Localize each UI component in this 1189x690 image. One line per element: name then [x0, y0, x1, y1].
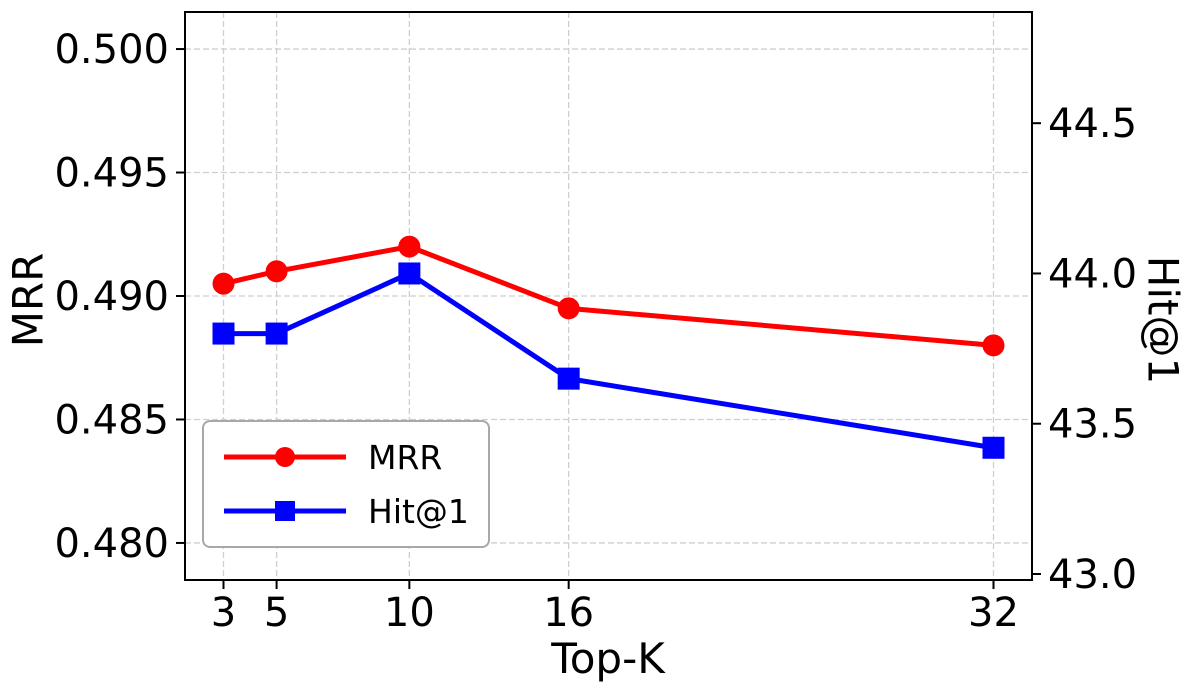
legend-line-circle-icon: [224, 447, 346, 467]
svg-text:0.495: 0.495: [54, 151, 169, 197]
y-axis-label-left: MRR: [3, 252, 53, 348]
svg-text:44.0: 44.0: [1048, 251, 1137, 297]
legend-line-square-icon: [224, 501, 346, 521]
svg-text:44.5: 44.5: [1048, 101, 1137, 147]
legend-entry-hit1: Hit@1: [220, 492, 472, 531]
svg-text:5: 5: [264, 590, 289, 636]
svg-text:43.5: 43.5: [1048, 402, 1137, 448]
svg-text:3: 3: [211, 590, 236, 636]
svg-text:16: 16: [543, 590, 594, 636]
svg-text:0.500: 0.500: [54, 27, 169, 73]
svg-text:10: 10: [384, 590, 435, 636]
svg-text:43.0: 43.0: [1048, 552, 1137, 598]
x-axis-label: Top-K: [551, 634, 665, 683]
legend: MRR Hit@1: [202, 420, 490, 548]
svg-text:0.490: 0.490: [54, 274, 169, 320]
legend-entry-mrr: MRR: [220, 438, 472, 477]
legend-label-hit1: Hit@1: [368, 491, 469, 531]
svg-text:0.480: 0.480: [54, 521, 169, 567]
svg-text:0.485: 0.485: [54, 397, 169, 443]
y-axis-label-right: Hit@1: [1138, 255, 1188, 385]
svg-text:32: 32: [968, 590, 1019, 636]
legend-label-mrr: MRR: [368, 437, 443, 477]
